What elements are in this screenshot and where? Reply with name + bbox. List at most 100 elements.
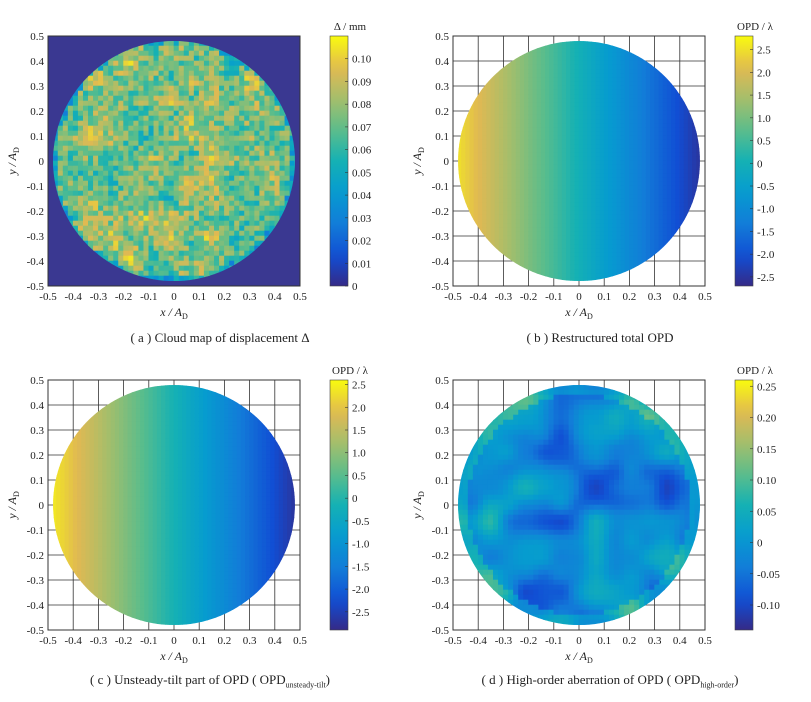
heatmap-cell xyxy=(671,227,676,233)
heatmap-cell xyxy=(244,115,250,122)
heatmap-cell xyxy=(158,125,165,132)
heatmap-cell xyxy=(264,90,271,97)
heatmap-cell xyxy=(557,219,563,224)
heatmap-cell xyxy=(148,50,155,57)
heatmap-cell xyxy=(540,127,546,133)
heatmap-cell xyxy=(168,150,175,157)
heatmap-cell xyxy=(269,95,276,102)
heatmap-cell xyxy=(633,252,639,258)
heatmap-cell xyxy=(148,55,155,62)
heatmap-cell xyxy=(103,160,109,167)
heatmap-cell xyxy=(595,110,601,116)
heatmap-cell xyxy=(599,269,605,274)
heatmap-cell xyxy=(133,265,140,272)
heatmap-cell xyxy=(574,214,580,220)
heatmap-cell xyxy=(515,56,521,62)
heatmap-cell xyxy=(178,110,185,117)
heatmap-cell xyxy=(224,225,230,232)
heatmap-cell xyxy=(587,219,592,224)
heatmap-cell xyxy=(570,106,576,112)
heatmap-cell xyxy=(82,185,89,192)
heatmap-cell xyxy=(654,248,660,253)
heatmap-cell xyxy=(515,131,521,137)
heatmap-cell xyxy=(557,231,563,237)
heatmap-cell xyxy=(692,156,697,162)
heatmap-cell xyxy=(234,220,240,227)
heatmap-cell xyxy=(486,198,492,203)
heatmap-cell xyxy=(93,95,99,102)
heatmap-cell xyxy=(566,219,571,224)
heatmap-cell xyxy=(239,100,245,107)
heatmap-cell xyxy=(675,181,681,187)
heatmap-cell xyxy=(595,189,601,195)
heatmap-cell xyxy=(553,256,559,262)
heatmap-cell xyxy=(641,81,647,87)
heatmap-cell xyxy=(532,81,538,87)
heatmap-cell xyxy=(545,169,550,174)
heatmap-cell xyxy=(93,230,99,237)
heatmap-cell xyxy=(498,248,504,253)
heatmap-cell xyxy=(687,144,693,149)
heatmap-cell xyxy=(633,81,639,87)
heatmap-cell xyxy=(599,235,605,241)
heatmap-cell xyxy=(77,225,84,232)
heatmap-cell xyxy=(519,256,525,262)
heatmap-cell xyxy=(515,102,521,108)
heatmap-cell xyxy=(629,223,634,228)
heatmap-cell xyxy=(249,160,255,167)
heatmap-cell xyxy=(219,125,225,132)
heatmap-cell xyxy=(279,110,286,117)
heatmap-cell xyxy=(561,89,567,95)
heatmap-cell xyxy=(219,65,225,72)
heatmap-cell xyxy=(173,110,180,117)
heatmap-cell xyxy=(249,135,255,142)
heatmap-cell xyxy=(98,90,104,97)
heatmap-cell xyxy=(486,189,492,195)
heatmap-cell xyxy=(561,64,567,70)
heatmap-cell xyxy=(650,85,655,91)
heatmap-cell xyxy=(123,260,129,267)
heatmap-cell xyxy=(553,164,559,170)
heatmap-cell xyxy=(578,89,584,95)
colorbar: Δ / mm0.100.090.080.070.060.050.040.030.… xyxy=(329,21,372,293)
heatmap-cell xyxy=(570,264,576,270)
heatmap-cell xyxy=(469,181,475,187)
heatmap-cell xyxy=(654,77,660,83)
heatmap-cell xyxy=(553,202,559,208)
heatmap-cell xyxy=(662,127,668,133)
heatmap-cell xyxy=(570,127,576,133)
heatmap-cell xyxy=(595,52,601,58)
heatmap-cell xyxy=(53,170,59,177)
heatmap-cell xyxy=(208,210,215,217)
heatmap-cell xyxy=(133,270,140,277)
heatmap-cell xyxy=(214,215,220,222)
heatmap-cell xyxy=(566,169,571,174)
heatmap-cell xyxy=(616,131,622,137)
colorbar-tick-label: 0.06 xyxy=(352,145,372,157)
heatmap-cell xyxy=(229,90,235,97)
heatmap-cell xyxy=(503,139,508,145)
heatmap-cell xyxy=(108,105,114,112)
heatmap-cell xyxy=(113,105,119,112)
heatmap-cell xyxy=(53,175,59,182)
heatmap-cell xyxy=(93,110,99,117)
heatmap-cell xyxy=(511,164,517,170)
heatmap-cell xyxy=(624,94,630,99)
heatmap-cell xyxy=(224,120,230,127)
heatmap-cell xyxy=(532,110,538,116)
heatmap-cell xyxy=(490,169,496,174)
heatmap-cell xyxy=(629,52,634,58)
heatmap-cell xyxy=(494,181,500,187)
heatmap-cell xyxy=(566,181,571,187)
heatmap-cell xyxy=(612,106,618,112)
heatmap-cell xyxy=(214,255,220,262)
heatmap-cell xyxy=(128,70,134,77)
heatmap-cell xyxy=(503,123,508,128)
heatmap-cell xyxy=(603,73,609,78)
heatmap-cell xyxy=(183,120,190,127)
heatmap-cell xyxy=(113,245,119,252)
heatmap-cell xyxy=(461,189,466,195)
heatmap-cell xyxy=(103,145,109,152)
heatmap-cell xyxy=(168,165,175,172)
heatmap-cell xyxy=(532,219,538,224)
